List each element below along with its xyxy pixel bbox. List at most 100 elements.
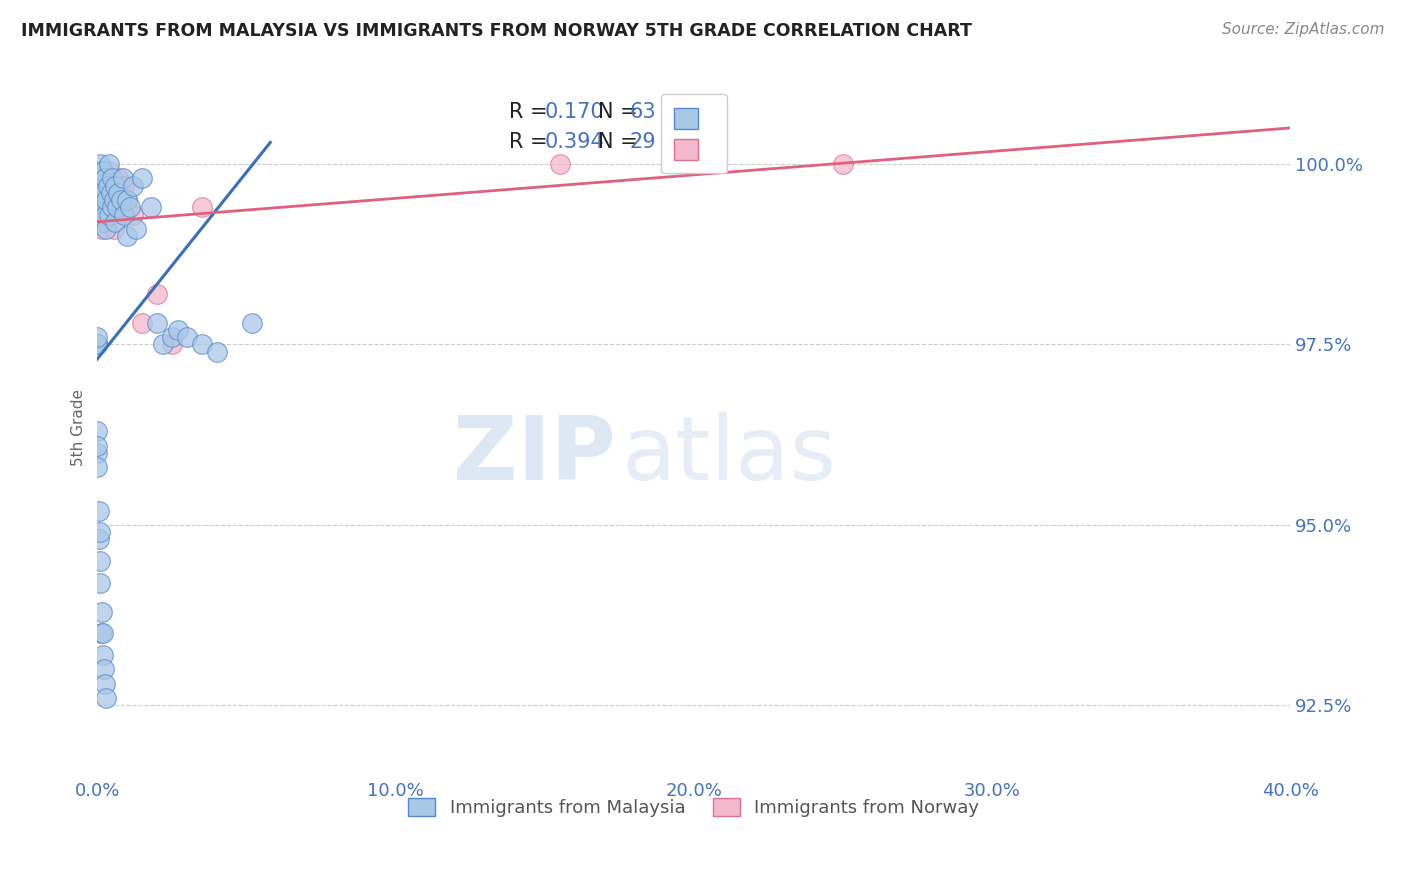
Point [87,200,110,214]
Point [86,208,108,222]
Point [101,178,124,193]
Point [90,164,112,178]
Point [90,200,112,214]
Point [104,215,127,229]
Point [112,178,135,193]
Point [115,229,138,244]
Point [96,193,118,207]
Point [100,186,122,200]
Text: N =: N = [599,132,644,152]
Text: ZIP: ZIP [453,412,616,499]
Point [91,215,114,229]
Point [96,215,118,229]
Text: 63: 63 [630,102,657,122]
Point [91,186,114,200]
Point [548,157,571,171]
Point [86,337,108,351]
Text: atlas: atlas [621,412,837,499]
Point [166,323,188,337]
Point [86,446,108,460]
Point [101,200,124,214]
Point [89,193,111,207]
Point [115,193,138,207]
Point [831,157,853,171]
Point [86,193,108,207]
Point [176,330,198,344]
Point [139,200,162,214]
Point [98,164,121,178]
Point [86,186,108,200]
Text: 29: 29 [630,132,657,152]
Point [91,648,114,662]
Point [97,178,120,193]
Point [93,662,115,676]
Point [91,626,114,640]
Point [101,171,124,186]
Point [103,193,125,207]
Point [86,337,108,351]
Text: Source: ZipAtlas.com: Source: ZipAtlas.com [1222,22,1385,37]
Point [122,178,145,193]
Point [87,503,110,517]
Point [104,178,127,193]
Point [89,525,111,540]
Text: N =: N = [599,102,644,122]
Point [98,157,121,171]
Text: R =: R = [509,132,554,152]
Point [205,344,228,359]
Point [89,157,111,171]
Y-axis label: 5th Grade: 5th Grade [72,389,86,466]
Text: R =: R = [509,102,554,122]
Point [94,677,117,691]
Point [100,208,122,222]
Point [91,164,114,178]
Point [89,178,111,193]
Point [104,193,127,207]
Point [146,316,169,330]
Point [86,330,108,344]
Point [160,337,183,351]
Point [96,222,118,236]
Point [111,171,134,186]
Point [90,626,112,640]
Point [107,171,129,186]
Point [97,186,120,200]
Point [86,460,108,475]
Point [103,222,125,236]
Point [112,208,135,222]
Point [131,171,153,186]
Point [242,316,264,330]
Point [86,438,108,452]
Point [94,171,117,186]
Point [190,337,212,351]
Point [152,337,174,351]
Text: 0.170: 0.170 [544,102,605,122]
Point [122,208,145,222]
Point [86,424,108,438]
Point [190,200,212,214]
Point [89,575,111,590]
Point [120,200,142,214]
Point [86,337,108,351]
Point [89,178,111,193]
Point [110,193,132,207]
Point [105,200,128,214]
Point [89,554,111,568]
Point [86,337,108,351]
Text: IMMIGRANTS FROM MALAYSIA VS IMMIGRANTS FROM NORWAY 5TH GRADE CORRELATION CHART: IMMIGRANTS FROM MALAYSIA VS IMMIGRANTS F… [21,22,972,40]
Point [107,186,129,200]
Point [146,287,169,301]
Point [91,193,114,207]
Point [94,208,117,222]
Point [87,533,110,547]
Point [160,330,183,344]
Text: 0.394: 0.394 [544,132,605,152]
Point [131,316,153,330]
Point [94,691,117,706]
Point [115,193,138,207]
Point [125,222,148,236]
Point [90,222,112,236]
Legend: Immigrants from Malaysia, Immigrants from Norway: Immigrants from Malaysia, Immigrants fro… [401,790,986,824]
Point [90,605,112,619]
Point [87,171,110,186]
